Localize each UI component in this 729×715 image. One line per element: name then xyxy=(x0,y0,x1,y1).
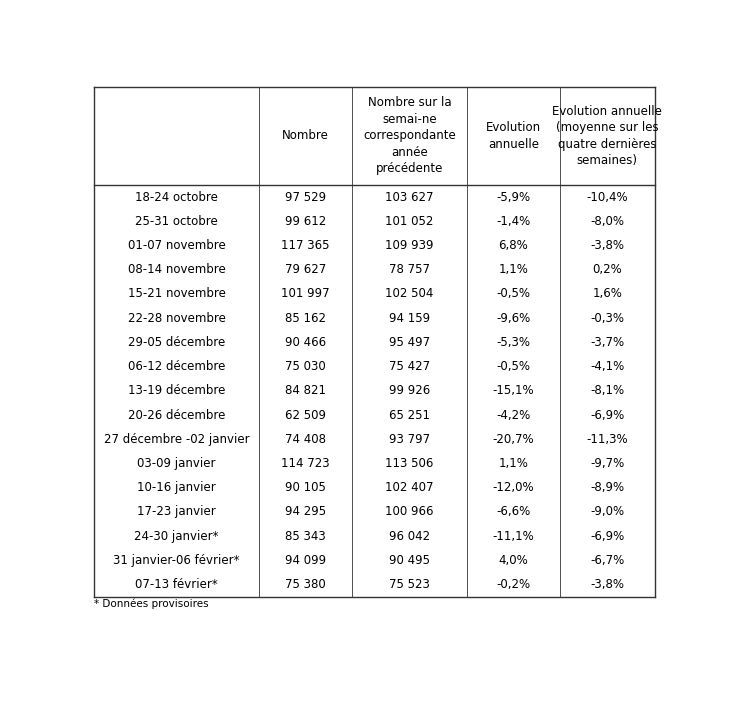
Text: 109 939: 109 939 xyxy=(385,239,434,252)
Text: -11,3%: -11,3% xyxy=(586,433,628,445)
Text: 99 612: 99 612 xyxy=(285,214,327,228)
Text: 29-05 décembre: 29-05 décembre xyxy=(128,336,225,349)
Text: 100 966: 100 966 xyxy=(385,506,434,518)
Text: -10,4%: -10,4% xyxy=(586,190,628,204)
Text: 75 030: 75 030 xyxy=(285,360,326,373)
Text: 99 926: 99 926 xyxy=(389,384,430,398)
Text: -5,3%: -5,3% xyxy=(496,336,530,349)
Text: 94 295: 94 295 xyxy=(285,506,327,518)
Text: -0,2%: -0,2% xyxy=(496,578,531,591)
Text: -8,1%: -8,1% xyxy=(590,384,624,398)
Text: 10-16 janvier: 10-16 janvier xyxy=(137,481,216,494)
Text: Nombre: Nombre xyxy=(282,129,330,142)
Text: 96 042: 96 042 xyxy=(389,530,430,543)
Text: Evolution
annuelle: Evolution annuelle xyxy=(486,121,541,151)
Text: -1,4%: -1,4% xyxy=(496,214,531,228)
Text: -9,6%: -9,6% xyxy=(496,312,531,325)
Text: 1,1%: 1,1% xyxy=(499,263,529,276)
Text: -20,7%: -20,7% xyxy=(493,433,534,445)
Text: 01-07 novembre: 01-07 novembre xyxy=(128,239,225,252)
Text: -11,1%: -11,1% xyxy=(492,530,534,543)
Text: 1,1%: 1,1% xyxy=(499,457,529,470)
Text: Nombre sur la
semai­ne
correspondante
année
précédente: Nombre sur la semai­ne correspondante an… xyxy=(363,97,456,175)
Text: -9,0%: -9,0% xyxy=(590,506,624,518)
Text: -4,1%: -4,1% xyxy=(590,360,625,373)
Text: 102 504: 102 504 xyxy=(386,287,434,300)
Text: -9,7%: -9,7% xyxy=(590,457,625,470)
Text: 27 décembre -02 janvier: 27 décembre -02 janvier xyxy=(104,433,249,445)
Text: 75 427: 75 427 xyxy=(389,360,430,373)
Text: 31 janvier-06 février*: 31 janvier-06 février* xyxy=(114,554,240,567)
Text: 24-30 janvier*: 24-30 janvier* xyxy=(134,530,219,543)
Text: 78 757: 78 757 xyxy=(389,263,430,276)
Text: -8,9%: -8,9% xyxy=(590,481,624,494)
Text: 94 099: 94 099 xyxy=(285,554,327,567)
Text: 102 407: 102 407 xyxy=(385,481,434,494)
Text: 25-31 octobre: 25-31 octobre xyxy=(136,214,218,228)
Text: -5,9%: -5,9% xyxy=(496,190,531,204)
Text: -0,5%: -0,5% xyxy=(496,360,530,373)
Text: -8,0%: -8,0% xyxy=(590,214,624,228)
Text: 06-12 décembre: 06-12 décembre xyxy=(128,360,225,373)
Text: 113 506: 113 506 xyxy=(386,457,434,470)
Text: 93 797: 93 797 xyxy=(389,433,430,445)
Text: -12,0%: -12,0% xyxy=(493,481,534,494)
Text: 117 365: 117 365 xyxy=(281,239,330,252)
Text: 17-23 janvier: 17-23 janvier xyxy=(137,506,216,518)
Text: 75 523: 75 523 xyxy=(389,578,430,591)
Text: -3,7%: -3,7% xyxy=(590,336,624,349)
Text: -6,9%: -6,9% xyxy=(590,530,625,543)
Text: 114 723: 114 723 xyxy=(281,457,330,470)
Text: 90 105: 90 105 xyxy=(285,481,326,494)
Text: 03-09 janvier: 03-09 janvier xyxy=(138,457,216,470)
Text: 07-13 février*: 07-13 février* xyxy=(136,578,218,591)
Text: 62 509: 62 509 xyxy=(285,408,327,422)
Text: -3,8%: -3,8% xyxy=(590,239,624,252)
Text: Evolution annuelle
(moyenne sur les
quatre dernières
semaines): Evolution annuelle (moyenne sur les quat… xyxy=(553,104,662,167)
Text: 90 466: 90 466 xyxy=(285,336,327,349)
Text: 90 495: 90 495 xyxy=(389,554,430,567)
Text: -6,6%: -6,6% xyxy=(496,506,531,518)
Text: -6,7%: -6,7% xyxy=(590,554,625,567)
Text: -0,3%: -0,3% xyxy=(590,312,624,325)
Text: -3,8%: -3,8% xyxy=(590,578,624,591)
Text: -6,9%: -6,9% xyxy=(590,408,625,422)
Text: 65 251: 65 251 xyxy=(389,408,430,422)
Text: 95 497: 95 497 xyxy=(389,336,430,349)
Text: 85 162: 85 162 xyxy=(285,312,327,325)
Text: 13-19 décembre: 13-19 décembre xyxy=(128,384,225,398)
Text: 79 627: 79 627 xyxy=(285,263,327,276)
Text: 75 380: 75 380 xyxy=(285,578,326,591)
Text: 84 821: 84 821 xyxy=(285,384,327,398)
Text: 15-21 novembre: 15-21 novembre xyxy=(128,287,226,300)
Text: 97 529: 97 529 xyxy=(285,190,327,204)
Text: 22-28 novembre: 22-28 novembre xyxy=(128,312,226,325)
Text: 6,8%: 6,8% xyxy=(499,239,529,252)
Text: 101 997: 101 997 xyxy=(281,287,330,300)
Text: -4,2%: -4,2% xyxy=(496,408,531,422)
Text: 74 408: 74 408 xyxy=(285,433,327,445)
Text: 18-24 octobre: 18-24 octobre xyxy=(136,190,218,204)
Text: 101 052: 101 052 xyxy=(386,214,434,228)
Text: 08-14 novembre: 08-14 novembre xyxy=(128,263,225,276)
Text: -0,5%: -0,5% xyxy=(496,287,530,300)
Text: * Données provisoires: * Données provisoires xyxy=(94,599,208,609)
Text: 4,0%: 4,0% xyxy=(499,554,529,567)
Text: 1,6%: 1,6% xyxy=(593,287,623,300)
Text: 20-26 décembre: 20-26 décembre xyxy=(128,408,225,422)
Text: 94 159: 94 159 xyxy=(389,312,430,325)
Text: -15,1%: -15,1% xyxy=(493,384,534,398)
Text: 103 627: 103 627 xyxy=(385,190,434,204)
Text: 0,2%: 0,2% xyxy=(593,263,622,276)
Text: 85 343: 85 343 xyxy=(285,530,326,543)
